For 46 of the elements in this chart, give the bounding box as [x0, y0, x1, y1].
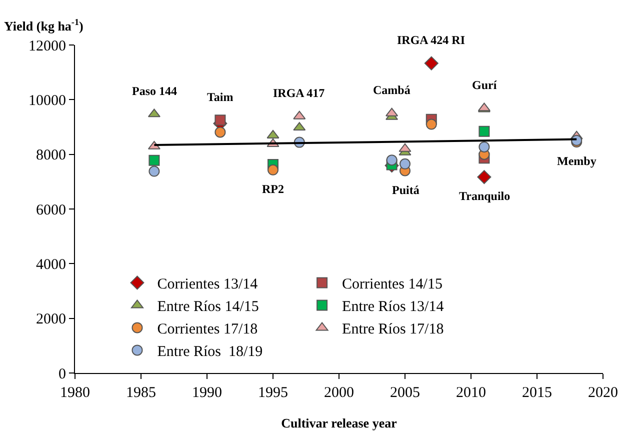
annotation: Puitá [392, 183, 420, 197]
annotation: Taim [207, 90, 234, 104]
x-tick-label: 1980 [60, 385, 90, 401]
legend-label: Entre Ríos 17/18 [342, 322, 444, 338]
point [148, 166, 160, 177]
x-tick-label: 1995 [258, 385, 288, 401]
y-axis-title: Yield (kg ha$^{-1}$) [4, 17, 84, 34]
point [386, 154, 398, 166]
x-tick-label: 1990 [192, 385, 222, 401]
legend-label: Corrientes 13/14 [157, 276, 258, 293]
point [214, 126, 226, 138]
x-tick-label: 2020 [588, 385, 618, 401]
y-tick-label: 10000 [28, 92, 66, 109]
annotation: Tranquilo [459, 189, 510, 203]
x-tick-label: 2005 [390, 385, 420, 401]
point [148, 154, 160, 166]
legend-label: Entre Ríos 13/14 [342, 299, 444, 316]
y-tick-label: 8000 [36, 148, 66, 164]
y-tick-label: 4000 [36, 256, 66, 273]
y-tick-label: 0 [58, 366, 66, 382]
annotation: Paso 144 [132, 84, 177, 98]
annotation: IRGA 424 RI [397, 33, 466, 47]
x-axis-title: Cultivar release year [281, 416, 398, 431]
x-tick-label: 1985 [126, 385, 156, 401]
annotation: Cambá [373, 83, 410, 97]
point [478, 141, 490, 152]
point [426, 118, 437, 130]
annotation: RP2 [262, 182, 284, 196]
x-tick-label: 2000 [324, 385, 354, 401]
point [478, 126, 490, 137]
legend-label: Corrientes 17/18 [157, 322, 258, 338]
legend-label: Entre Ríos 18/19 [157, 344, 263, 360]
x-tick-label: 2010 [456, 385, 486, 401]
legend-label: Corrientes 14/15 [342, 276, 442, 293]
point [477, 170, 492, 184]
annotation: Memby [557, 154, 596, 168]
y-tick-label: 12000 [28, 38, 66, 54]
x-tick-label: 2015 [522, 385, 552, 401]
point [400, 158, 410, 170]
legend-label: Entre Ríos 14/15 [157, 299, 259, 316]
y-tick-label: 6000 [36, 202, 66, 218]
annotation: IRGA 417 [273, 86, 325, 100]
point [268, 164, 278, 176]
point [214, 114, 226, 126]
y-tick-label: 2000 [36, 312, 66, 328]
annotation: Gurí [472, 78, 498, 92]
